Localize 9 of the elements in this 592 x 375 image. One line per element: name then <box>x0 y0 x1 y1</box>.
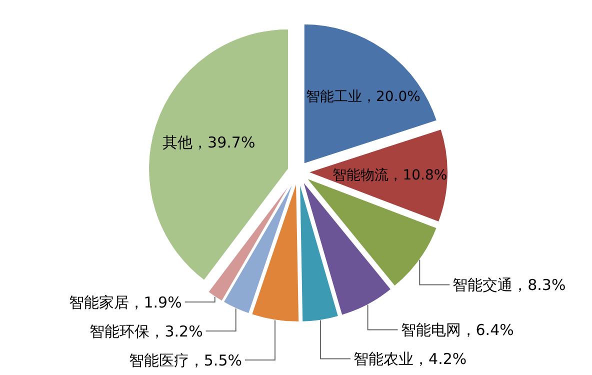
slice-label: 智能工业，20.0% <box>306 88 420 105</box>
slice-label: 智能电网，6.4% <box>400 321 514 340</box>
slice-label: 智能交通，8.3% <box>452 276 566 294</box>
slice-label: 智能环保，3.2% <box>90 322 203 340</box>
slice-label: 其他，39.7% <box>162 133 256 152</box>
slice-label: 智能物流，10.8% <box>332 167 448 184</box>
slice-label: 智能医疗，5.5% <box>128 351 242 370</box>
slice-label: 智能家居，1.9% <box>68 293 182 312</box>
slice-label: 智能农业，4.2% <box>354 350 467 368</box>
